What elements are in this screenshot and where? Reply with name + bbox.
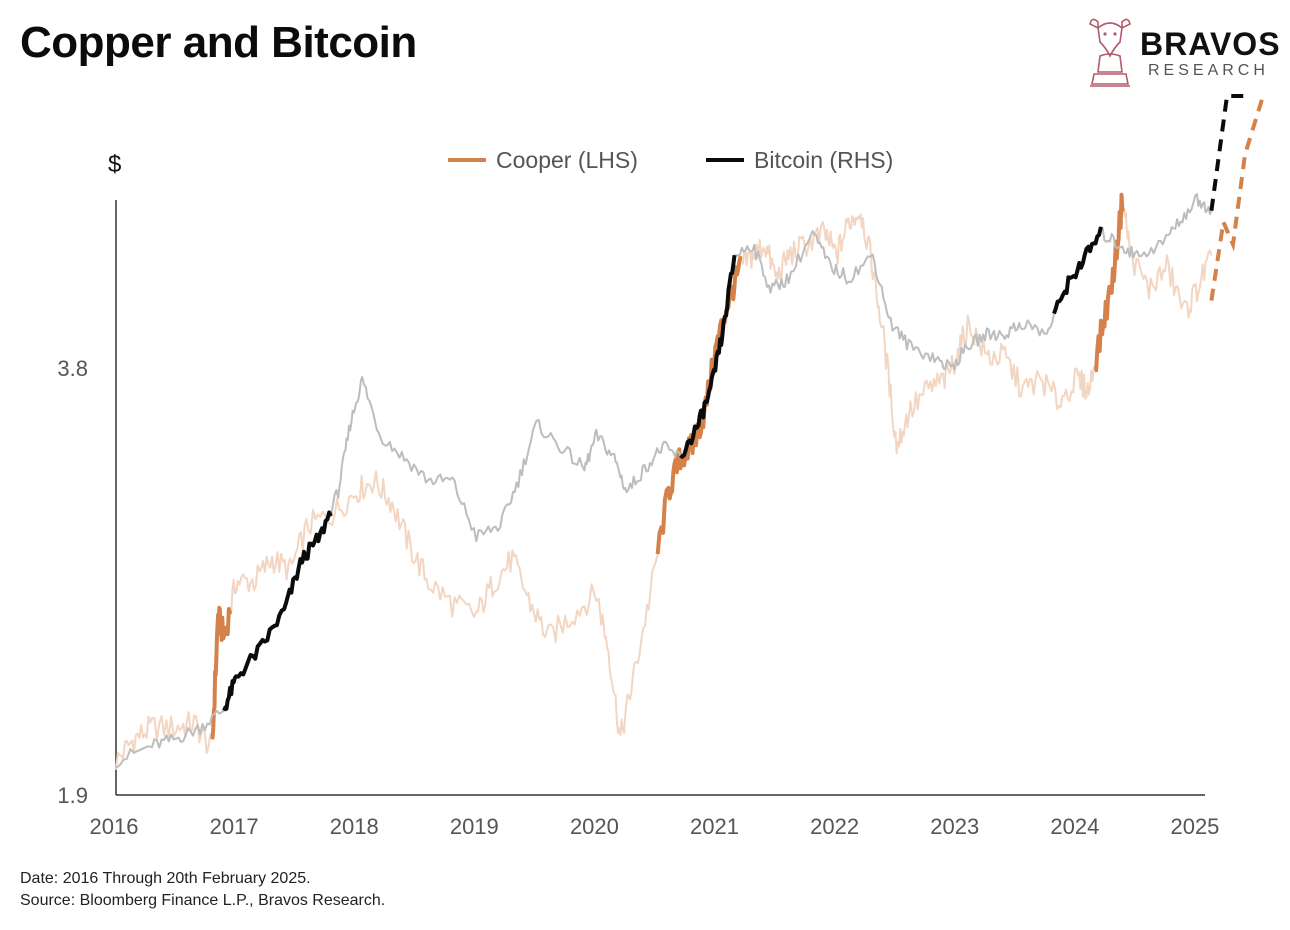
y-axis-currency-label: $ <box>108 151 121 178</box>
brand-logo: BRAVOS RESEARCH <box>1084 12 1284 96</box>
series-lines <box>115 94 1265 770</box>
y-tick-label: 1.9 <box>57 783 88 808</box>
source-note: Source: Bloomberg Finance L.P., Bravos R… <box>20 892 386 909</box>
copper-projection-line <box>1209 95 1265 301</box>
chart-title: Copper and Bitcoin <box>20 18 417 67</box>
bitcoin-projection-line <box>1209 94 1245 211</box>
x-tick-label: 2019 <box>450 814 499 839</box>
bitcoin-series-line <box>115 193 1213 769</box>
legend-label: Cooper (LHS) <box>496 147 638 173</box>
bitcoin-highlight-segment <box>1052 226 1103 315</box>
legend-label: Bitcoin (RHS) <box>754 147 893 173</box>
x-tick-label: 2021 <box>690 814 739 839</box>
x-tick-label: 2022 <box>810 814 859 839</box>
x-tick-label: 2020 <box>570 814 619 839</box>
x-tick-label: 2018 <box>330 814 379 839</box>
brand-name: BRAVOS <box>1140 26 1281 62</box>
axes: $ <box>108 151 1205 796</box>
x-tick-label: 2025 <box>1170 814 1219 839</box>
bull-knight-icon <box>1089 18 1131 87</box>
brand-subtitle: RESEARCH <box>1148 62 1269 79</box>
copper-series-line <box>115 193 1213 770</box>
x-tick-label: 2016 <box>90 814 139 839</box>
bitcoin-highlight-segment <box>679 255 737 459</box>
copper-highlight-segment <box>1094 192 1125 373</box>
x-tick-labels: 2016 2017 2018 2019 2020 2021 2022 2023 2024 2025 <box>90 814 1220 839</box>
legend: Cooper (LHS) Bitcoin (RHS) <box>448 147 893 173</box>
x-tick-label: 2023 <box>930 814 979 839</box>
y-tick-label: 3.8 <box>57 356 88 381</box>
y-tick-labels: 1.9 3.8 <box>57 356 88 808</box>
date-note: Date: 2016 Through 20th February 2025. <box>20 870 311 887</box>
copper-highlight-segment <box>210 605 233 740</box>
bitcoin-highlight-segment <box>222 510 333 712</box>
x-tick-label: 2024 <box>1050 814 1099 839</box>
x-tick-label: 2017 <box>210 814 259 839</box>
